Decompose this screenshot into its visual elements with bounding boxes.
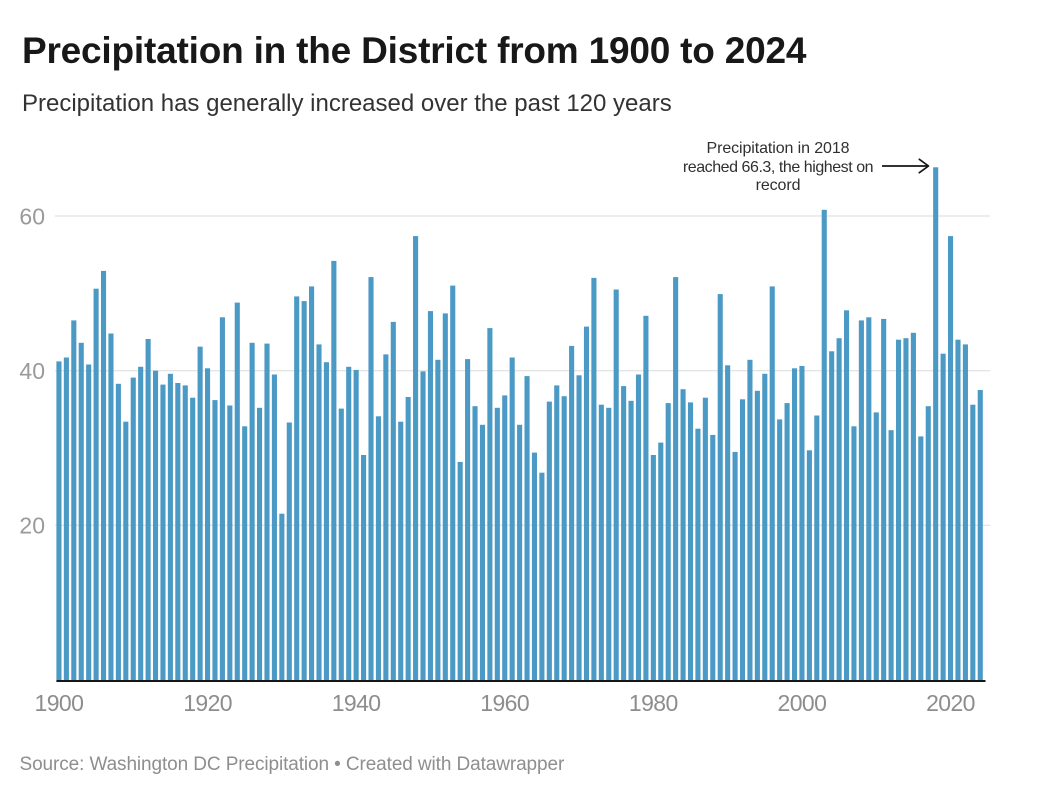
svg-text:2020: 2020 (926, 690, 975, 716)
svg-text:20: 20 (19, 513, 45, 539)
svg-text:1920: 1920 (183, 690, 232, 716)
svg-text:1980: 1980 (629, 690, 678, 716)
svg-text:1900: 1900 (35, 690, 84, 716)
svg-text:40: 40 (19, 358, 45, 384)
svg-text:60: 60 (19, 204, 45, 230)
svg-text:2000: 2000 (778, 690, 827, 716)
svg-text:1960: 1960 (480, 690, 529, 716)
svg-text:1940: 1940 (332, 690, 381, 716)
